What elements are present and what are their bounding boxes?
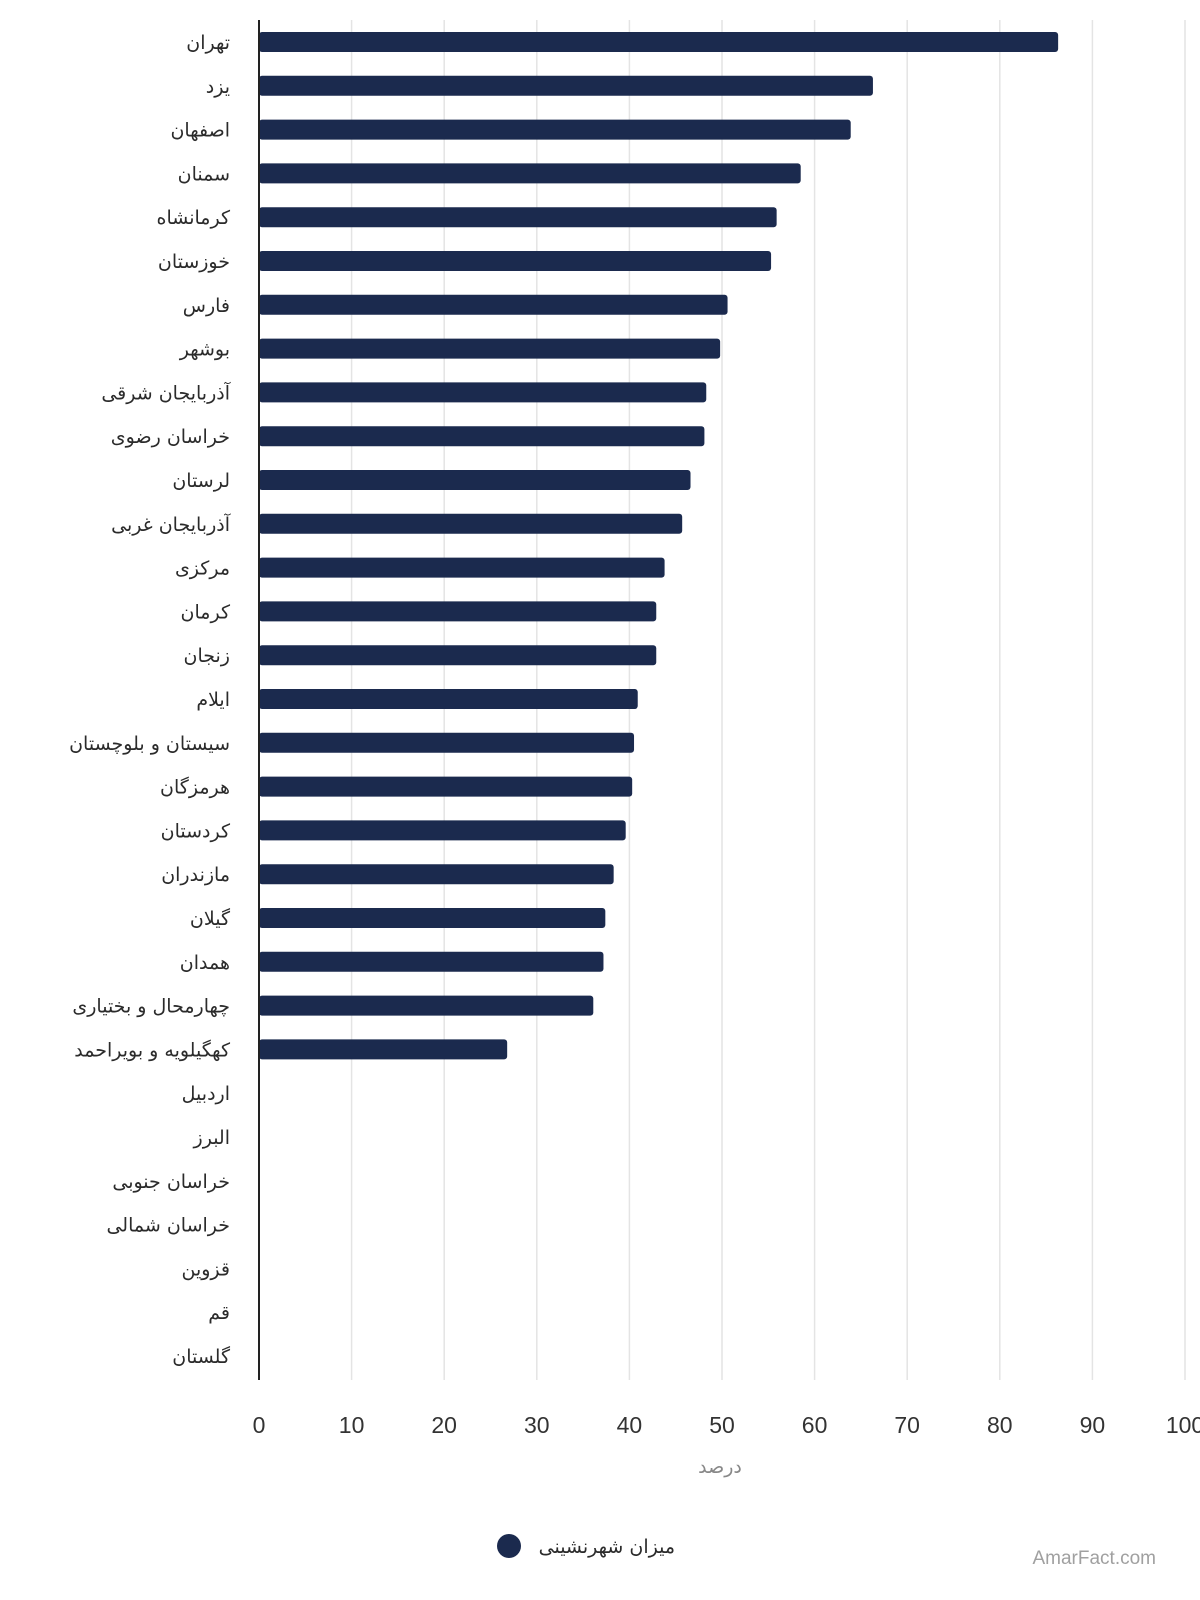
x-tick-label: 70 xyxy=(894,1412,920,1438)
category-label: اردبیل xyxy=(182,1083,230,1105)
category-label: مازندران xyxy=(161,864,230,886)
bar xyxy=(259,732,635,753)
category-label: زنجان xyxy=(184,645,230,667)
category-label: خراسان شمالی xyxy=(106,1215,230,1237)
bar xyxy=(259,557,665,578)
bar xyxy=(259,820,626,841)
bar xyxy=(259,32,1059,52)
category-label: قم xyxy=(208,1302,230,1324)
category-label: لرستان xyxy=(172,470,230,492)
category-label: کهگیلویه و بویراحمد xyxy=(74,1038,231,1061)
legend-label: میزان شهرنشینی xyxy=(539,1536,675,1558)
x-tick-label: 90 xyxy=(1080,1412,1106,1438)
category-label: فارس xyxy=(183,295,230,317)
bar xyxy=(259,864,614,885)
category-label: بوشهر xyxy=(179,339,230,361)
category-label: اصفهان xyxy=(170,120,230,142)
x-tick-label: 50 xyxy=(709,1412,735,1438)
x-tick-label: 80 xyxy=(987,1412,1013,1438)
bar xyxy=(259,645,657,666)
gridlines xyxy=(350,20,1186,1380)
legend-swatch xyxy=(497,1534,521,1558)
category-label: هرمزگان xyxy=(160,776,230,799)
bar xyxy=(259,382,707,403)
x-axis-title: درصد xyxy=(698,1456,742,1478)
bar xyxy=(259,951,604,972)
bar xyxy=(259,908,606,928)
bar xyxy=(259,1039,508,1060)
category-label: کرمان xyxy=(181,601,231,623)
category-label: چهارمحال و بختیاری xyxy=(72,996,230,1018)
category-label: همدان xyxy=(180,952,230,974)
x-tick-label: 60 xyxy=(802,1412,828,1438)
category-label: آذربایجان شرقی xyxy=(101,380,230,404)
legend: میزان شهرنشینی xyxy=(497,1534,675,1558)
bar xyxy=(259,689,638,709)
category-label: گلستان xyxy=(172,1345,231,1368)
category-label: سیستان و بلوچستان xyxy=(69,733,230,755)
x-tick-label: 20 xyxy=(431,1412,457,1438)
bars xyxy=(259,32,1059,1060)
x-tick-label: 40 xyxy=(617,1412,643,1438)
bar xyxy=(259,163,801,184)
bar xyxy=(259,513,683,534)
bar xyxy=(259,426,705,447)
bar xyxy=(259,776,633,797)
category-label: گیلان xyxy=(190,907,231,930)
category-label: کرمانشاه xyxy=(157,207,231,229)
bar xyxy=(259,119,851,140)
bar xyxy=(259,470,691,490)
category-label: البرز xyxy=(193,1127,230,1149)
category-label: ایلام xyxy=(196,689,230,711)
category-label: آذربایجان غربی xyxy=(111,512,231,536)
category-label: تهران xyxy=(186,32,230,54)
x-tick-labels: 0 10 20 30 40 50 60 70 80 90 100 xyxy=(253,1412,1200,1438)
x-tick-label: 30 xyxy=(524,1412,550,1438)
category-label: کردستان xyxy=(161,820,231,842)
category-label: قزوین xyxy=(182,1258,231,1280)
category-label: مرکزی xyxy=(175,558,230,580)
watermark: AmarFact.com xyxy=(1032,1548,1156,1569)
category-label: خوزستان xyxy=(158,251,230,273)
category-label: خراسان جنوبی xyxy=(112,1171,230,1193)
category-label: سمنان xyxy=(178,163,230,185)
bar xyxy=(259,294,728,315)
bar xyxy=(259,207,777,228)
bar xyxy=(259,995,594,1016)
bar xyxy=(259,75,873,96)
category-labels: تهران یزد اصفهان سمنان کرمانشاه خوزستان فارس بو… xyxy=(69,32,231,1368)
x-tick-label: 0 xyxy=(253,1412,266,1438)
bar xyxy=(259,251,772,271)
x-tick-label: 100 xyxy=(1166,1412,1200,1438)
category-label: یزد xyxy=(206,76,230,98)
bar xyxy=(259,601,657,622)
bar xyxy=(259,338,721,359)
category-label: خراسان رضوی xyxy=(111,426,230,448)
x-tick-label: 10 xyxy=(339,1412,365,1438)
